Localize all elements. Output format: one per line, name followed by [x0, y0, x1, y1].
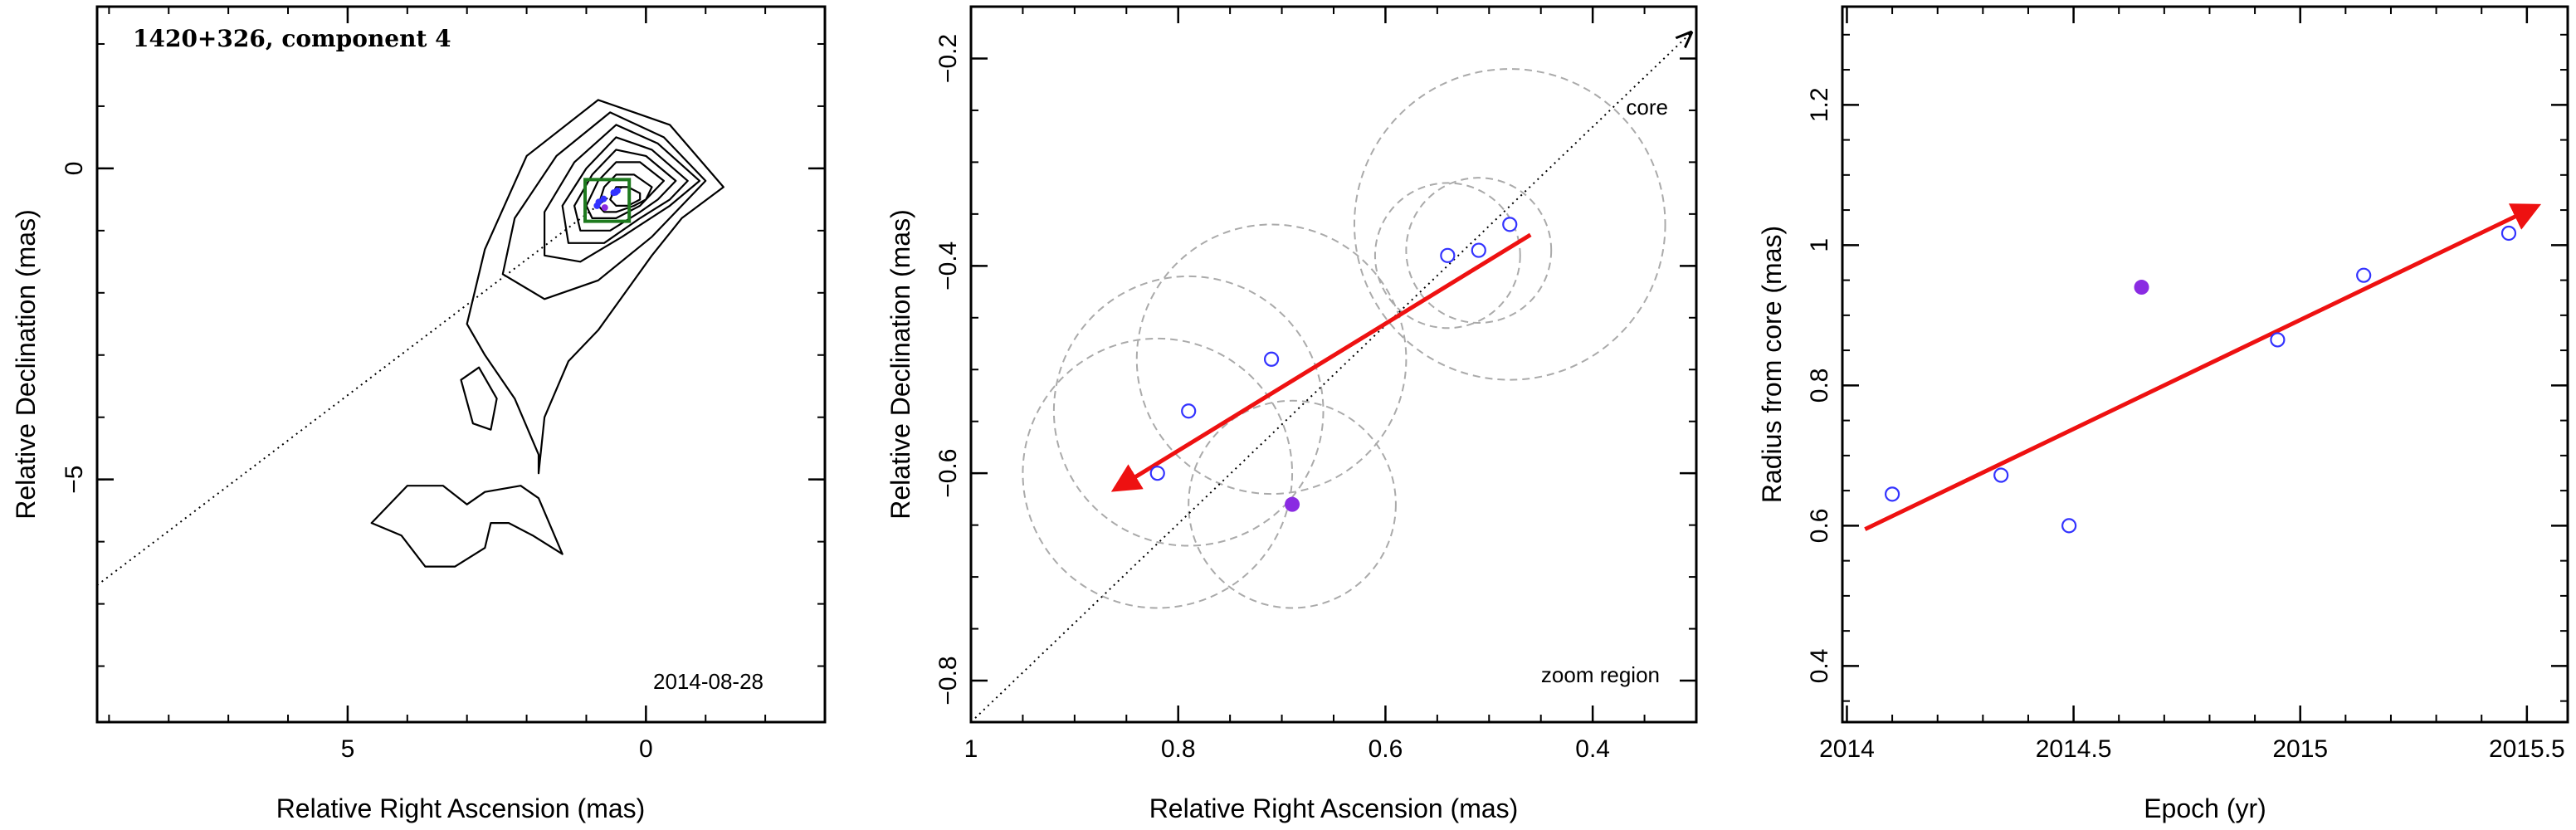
- position-point: [601, 204, 608, 212]
- position-point: [613, 187, 621, 194]
- x-axis-title: Relative Right Ascension (mas): [1149, 793, 1519, 823]
- x-axis-title: Epoch (yr): [2144, 793, 2266, 823]
- panel-title: 1420+326, component 4: [133, 25, 451, 52]
- panel-contour-map: 5 0 0 −5 1420+326, component 4 2014-08-28 R…: [11, 5, 827, 823]
- core-direction-line: [97, 186, 623, 586]
- motion-fit-arrow: [1110, 232, 1532, 492]
- contour-line: [561, 136, 689, 244]
- zoom-box: [583, 178, 632, 223]
- x-tick-label: 0.4: [1575, 735, 1610, 763]
- y-tick-label: −5: [61, 466, 88, 494]
- contour-line: [501, 111, 707, 300]
- axis-ticks: 2014 2014.5 2015 2015.5 0.4 0.6 0.8 1 1.2: [1806, 7, 2568, 763]
- panel-radius-vs-epoch: 2014 2014.5 2015 2015.5 0.4 0.6 0.8 1 1.2 Epoch …: [1757, 5, 2569, 823]
- contour-line: [460, 366, 498, 431]
- axis-ticks: 1 0.8 0.6 0.4 −0.2 −0.4 −0.6 −0.8: [934, 6, 1697, 763]
- position-point: [1263, 351, 1280, 367]
- y-tick-label: 0.8: [1806, 368, 1833, 403]
- error-circles: [1022, 68, 1666, 609]
- contour-line: [370, 485, 564, 568]
- x-tick-label: 5: [341, 735, 355, 763]
- component-positions: [1149, 217, 1518, 512]
- y-tick-label: −0.8: [934, 656, 962, 705]
- contour-line: [609, 186, 642, 207]
- error-circle: [1022, 337, 1294, 609]
- position-point: [595, 198, 603, 206]
- contour-lines: [370, 99, 724, 568]
- core-label: core: [1626, 95, 1668, 120]
- position-point: [600, 195, 607, 203]
- error-circle: [1373, 182, 1521, 330]
- radius-point: [1993, 467, 2009, 483]
- error-circle: [1405, 177, 1553, 324]
- x-tick-label: 0.8: [1161, 735, 1196, 763]
- x-tick-label: 2014: [1819, 735, 1875, 763]
- epoch-plot-area: [1864, 203, 2542, 534]
- y-tick-label: 1: [1806, 238, 1833, 252]
- date-label: 2014-08-28: [653, 669, 764, 694]
- y-axis-title: Relative Declination (mas): [11, 209, 41, 519]
- y-axis-title: Radius from core (mas): [1757, 226, 1787, 503]
- position-point-highlight: [1285, 496, 1300, 512]
- radius-point: [2270, 332, 2286, 348]
- y-tick-label: 0: [61, 162, 88, 176]
- radius-point: [2356, 267, 2372, 283]
- x-tick-label: 2014.5: [2036, 735, 2112, 763]
- radius-point: [2500, 225, 2517, 242]
- contour-line: [544, 124, 701, 263]
- contour-line: [573, 149, 677, 232]
- position-point: [1502, 217, 1518, 232]
- contour-line: [597, 173, 653, 213]
- x-tick-label: 0: [639, 735, 653, 763]
- y-tick-label: 0.6: [1806, 509, 1833, 544]
- x-tick-label: 2015.5: [2489, 735, 2565, 763]
- core-direction-line: [971, 32, 1691, 722]
- zoom-region-label: zoom region: [1541, 662, 1660, 687]
- radius-point-highlight: [2134, 280, 2149, 295]
- position-point: [1149, 466, 1165, 481]
- position-point: [1181, 403, 1197, 419]
- x-tick-label: 0.6: [1368, 735, 1403, 763]
- y-tick-label: −0.6: [934, 449, 962, 498]
- x-tick-label: 1: [964, 735, 978, 763]
- y-tick-label: −0.2: [934, 34, 962, 83]
- y-tick-label: −0.4: [934, 242, 962, 290]
- x-tick-label: 2015: [2272, 735, 2328, 763]
- plot-frame: [1841, 5, 2569, 724]
- radius-point: [1884, 486, 1900, 502]
- contour-plot-area: [97, 99, 724, 586]
- position-point: [1440, 247, 1456, 263]
- y-tick-label: 0.4: [1806, 649, 1833, 684]
- radius-measurements: [1884, 225, 2517, 534]
- x-axis-title: Relative Right Ascension (mas): [276, 793, 646, 823]
- plot-frame: [969, 5, 1698, 724]
- y-axis-title: Relative Declination (mas): [886, 209, 915, 519]
- motion-fit-arrow: [1864, 203, 2542, 531]
- error-circle: [1353, 68, 1666, 381]
- radius-point: [2061, 518, 2077, 534]
- plot-frame: [95, 5, 827, 724]
- position-point: [1471, 242, 1486, 258]
- error-circle: [1188, 399, 1397, 609]
- y-tick-label: 1.2: [1806, 87, 1833, 122]
- contour-line: [466, 99, 724, 475]
- zoom-plot-area: [971, 32, 1691, 722]
- axis-ticks: 5 0 0 −5: [61, 7, 826, 763]
- component-positions: [593, 187, 621, 212]
- panel-zoom-region: 1 0.8 0.6 0.4 −0.2 −0.4 −0.6 −0.8 core zoom reg…: [886, 5, 1698, 823]
